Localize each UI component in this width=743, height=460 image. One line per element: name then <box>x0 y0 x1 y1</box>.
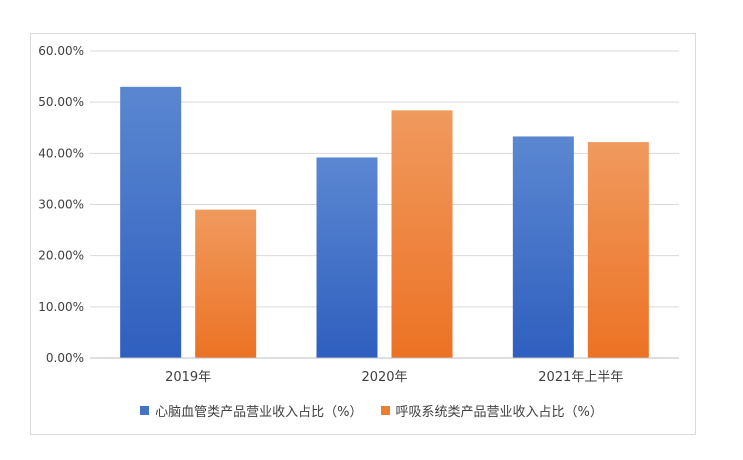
bar-cardio-0 <box>120 86 182 359</box>
gridlines <box>90 50 679 308</box>
x-axis-labels: 2019年 2020年 2021年上半年 <box>165 370 623 385</box>
y-tick-label: 50.00% <box>38 95 84 109</box>
legend-swatch-respiratory <box>380 405 390 415</box>
legend-label-respiratory: 呼吸系统类产品营业收入占比（%） <box>395 404 603 420</box>
y-tick-label: 10.00% <box>38 300 84 314</box>
y-tick-label: 20.00% <box>38 249 84 263</box>
x-tick-label: 2020年 <box>361 370 407 385</box>
legend-label-cardio: 心脑血管类产品营业收入占比（%） <box>155 404 363 420</box>
bar-respiratory-0 <box>195 209 257 358</box>
legend-item-cardio: 心脑血管类产品营业收入占比（%） <box>140 401 363 420</box>
y-tick-label: 60.00% <box>38 44 84 58</box>
y-tick-label: 40.00% <box>38 146 84 160</box>
legend-item-respiratory: 呼吸系统类产品营业收入占比（%） <box>380 401 603 420</box>
y-axis-ticks: 0.00% 10.00% 20.00% 30.00% 40.00% 50.00% 60.00… <box>38 44 84 365</box>
bar-cardio-2 <box>512 136 574 358</box>
legend: 心脑血管类产品营业收入占比（%） 呼吸系统类产品营业收入占比（%） <box>0 398 743 422</box>
bar-respiratory-1 <box>391 110 453 358</box>
bar-cardio-1 <box>316 157 378 358</box>
y-tick-label: 30.00% <box>38 198 84 212</box>
y-tick-label: 0.00% <box>46 351 84 365</box>
bar-respiratory-2 <box>587 142 649 358</box>
legend-swatch-cardio <box>140 405 150 415</box>
x-tick-label: 2021年上半年 <box>538 370 623 385</box>
bars <box>120 86 649 359</box>
x-tick-label: 2019年 <box>165 370 211 385</box>
